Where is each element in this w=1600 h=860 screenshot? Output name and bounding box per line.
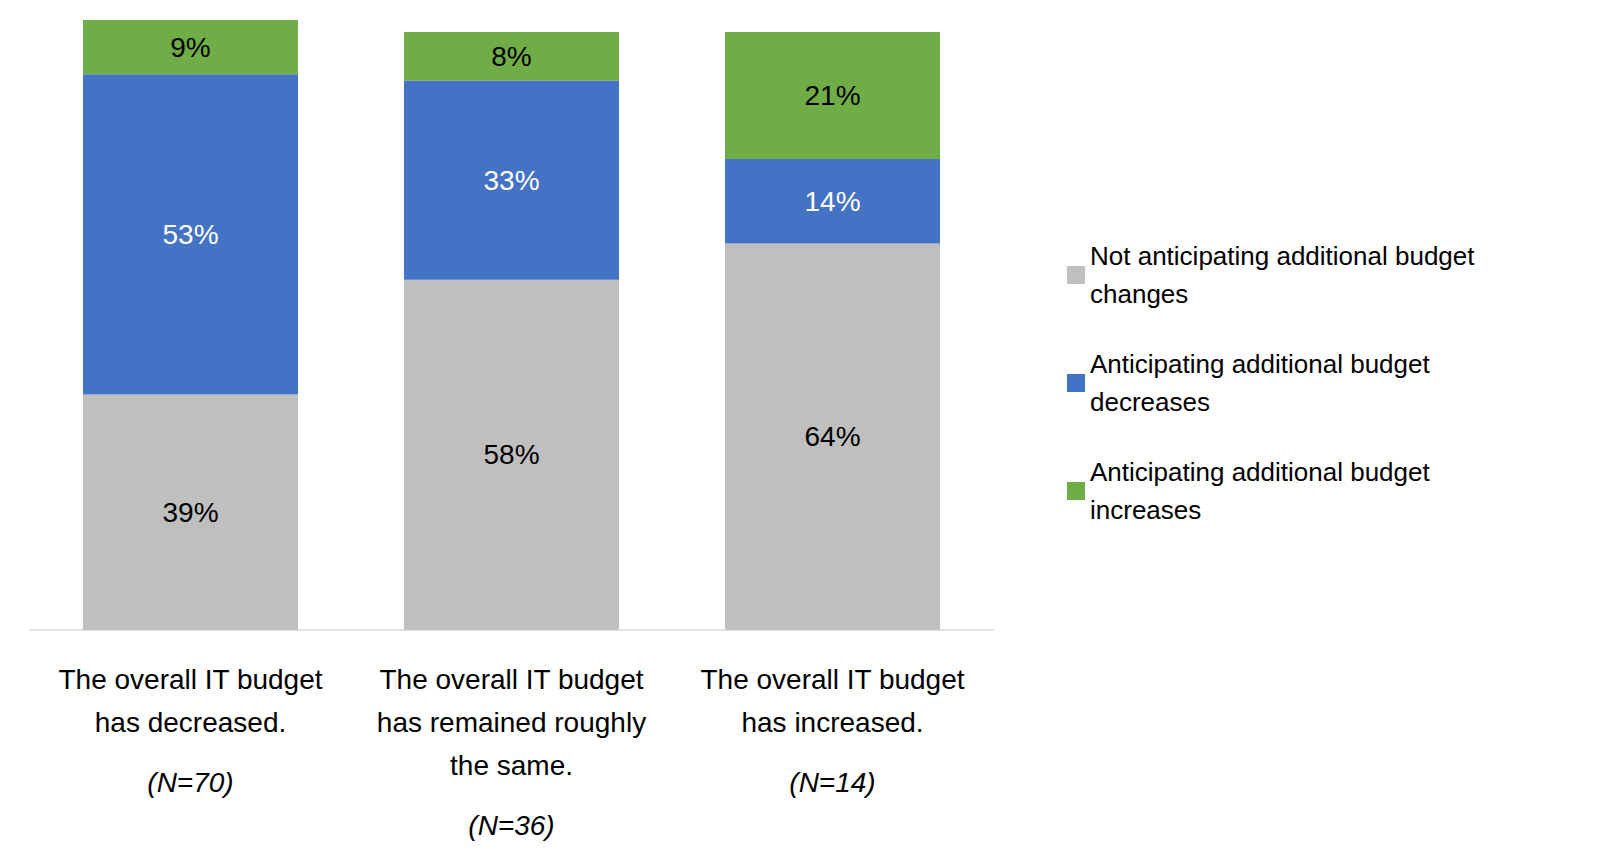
svg-text:(N=70): (N=70) [147,767,233,798]
svg-text:21%: 21% [804,80,860,111]
svg-text:(N=36): (N=36) [468,810,554,841]
svg-text:changes: changes [1090,279,1188,309]
svg-text:33%: 33% [483,165,539,196]
svg-text:The overall IT budget: The overall IT budget [379,664,643,695]
svg-text:64%: 64% [804,421,860,452]
svg-text:The overall IT budget: The overall IT budget [58,664,322,695]
svg-text:Not anticipating additional bu: Not anticipating additional budget [1090,241,1475,271]
svg-text:8%: 8% [491,41,531,72]
svg-text:9%: 9% [170,32,210,63]
svg-text:58%: 58% [483,439,539,470]
svg-text:Anticipating additional budget: Anticipating additional budget [1090,457,1430,487]
svg-text:39%: 39% [162,497,218,528]
svg-text:increases: increases [1090,495,1201,525]
svg-text:14%: 14% [804,186,860,217]
svg-text:has decreased.: has decreased. [95,707,286,738]
svg-text:has remained roughly: has remained roughly [377,707,646,738]
svg-text:Anticipating additional budget: Anticipating additional budget [1090,349,1430,379]
svg-text:decreases: decreases [1090,387,1210,417]
svg-text:(N=14): (N=14) [789,767,875,798]
svg-text:The overall IT budget: The overall IT budget [700,664,964,695]
svg-text:has increased.: has increased. [741,707,923,738]
svg-text:53%: 53% [162,219,218,250]
svg-text:the same.: the same. [450,750,573,781]
